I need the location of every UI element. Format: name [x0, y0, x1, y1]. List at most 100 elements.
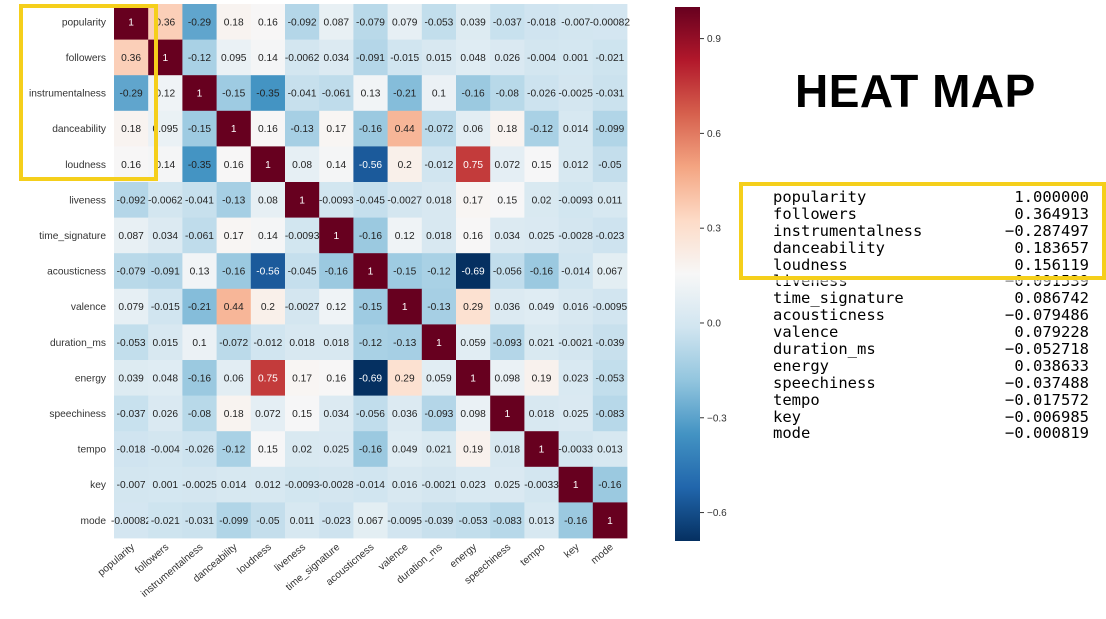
heatmap-cell	[250, 146, 286, 183]
cell-value-label: 0.36	[121, 53, 141, 64]
heatmap-cell	[148, 288, 183, 325]
partial-occlusion-strip	[773, 277, 1093, 283]
heatmap-cell	[182, 39, 217, 76]
cell-value-label: 0.023	[460, 480, 486, 491]
cell-value-label: -0.0028	[319, 480, 354, 491]
heatmap-cell	[592, 288, 628, 325]
heatmap-cell	[148, 466, 183, 503]
cell-value-label: -0.29	[188, 17, 212, 28]
heatmap-cell	[216, 502, 252, 539]
cell-value-label: 0.072	[495, 160, 521, 171]
cell-value-label: -0.099	[595, 124, 624, 135]
heatmap-chart: 1 0.36 -0.29 0.18 0.16 -0.092 0.087 -0.079 0.079…	[29, 4, 727, 600]
row-label: speechiness	[49, 409, 106, 420]
heatmap-cell	[114, 360, 149, 396]
cell-value-label: -0.091	[151, 267, 180, 278]
cell-value-label: 0.15	[292, 409, 312, 420]
cell-value-label: -0.014	[561, 267, 590, 278]
cell-value-label: 0.067	[597, 267, 623, 278]
heatmap-cell	[216, 217, 252, 254]
heatmap-cell	[421, 431, 457, 468]
corr-value: −0.017572	[1005, 390, 1089, 409]
cell-value-label: -0.0093	[319, 195, 354, 206]
heatmap-cell	[592, 4, 628, 40]
heatmap-cell	[148, 110, 183, 147]
cell-value-label: -0.0062	[148, 195, 183, 206]
heatmap-cell	[524, 253, 559, 290]
cell-value-label: -0.13	[290, 124, 314, 135]
column-label: tempo	[519, 542, 548, 569]
row-label: duration_ms	[50, 338, 106, 349]
heatmap-cell	[250, 324, 286, 361]
heatmap-cell	[592, 182, 628, 218]
cell-value-label: 0.16	[258, 17, 278, 28]
heatmap-cell	[182, 146, 217, 183]
heatmap-cell	[216, 253, 252, 290]
heatmap-cell	[353, 288, 388, 325]
cell-value-label: 0.08	[258, 195, 278, 206]
heatmap-cell	[558, 466, 594, 503]
heatmap-cell	[592, 395, 628, 432]
heatmap-cell	[353, 466, 388, 503]
heatmap-cell	[456, 110, 491, 147]
heatmap-cell	[285, 502, 320, 539]
cell-value-label: -0.29	[119, 89, 143, 100]
cell-value-label: 1	[573, 480, 579, 491]
cell-value-label: -0.0033	[524, 480, 559, 491]
heatmap-cell	[592, 253, 628, 290]
cell-value-label: -0.12	[359, 338, 383, 349]
heatmap-cell	[216, 110, 252, 147]
heatmap-cell	[524, 288, 559, 325]
cell-value-label: 0.025	[529, 231, 555, 242]
row-label: time_signature	[39, 231, 106, 242]
corr-name: speechiness	[773, 373, 876, 392]
heatmap-cell	[490, 75, 525, 112]
heatmap-cell	[421, 395, 457, 432]
heatmap-cell	[285, 431, 320, 468]
heatmap-cell	[490, 395, 525, 432]
row-label: energy	[75, 373, 107, 384]
cell-value-label: 0.036	[392, 409, 418, 420]
cell-value-label: -0.16	[222, 267, 246, 278]
heatmap-cell	[387, 75, 423, 112]
cell-value-label: 0.18	[224, 17, 244, 28]
cell-value-label: -0.21	[393, 89, 417, 100]
cell-value-label: -0.015	[390, 53, 419, 64]
cell-value-label: 0.014	[563, 124, 589, 135]
cell-value-label: 0.048	[153, 373, 179, 384]
cell-value-label: 0.023	[563, 373, 589, 384]
heatmap-cell	[421, 39, 457, 76]
heatmap-cell	[285, 39, 320, 76]
heatmap-cell	[114, 4, 149, 40]
heatmap-cell	[558, 182, 594, 218]
cell-value-label: 0.14	[155, 160, 175, 171]
cell-value-label: -0.0021	[558, 338, 593, 349]
heatmap-cell	[421, 182, 457, 218]
heatmap-cell	[592, 39, 628, 76]
heatmap-cell	[250, 466, 286, 503]
corr-name: valence	[773, 323, 839, 342]
cell-value-label: -0.0093	[285, 480, 320, 491]
cell-value-label: -0.16	[188, 373, 212, 384]
cell-value-label: 0.015	[426, 53, 452, 64]
cell-value-label: -0.16	[564, 516, 588, 527]
heatmap-cell	[387, 431, 423, 468]
cell-value-label: 1	[128, 17, 134, 28]
corr-value: 0.038633	[1014, 356, 1089, 375]
heatmap-cell	[114, 288, 149, 325]
cell-value-label: -0.05	[256, 516, 280, 527]
cell-value-label: 0.098	[495, 373, 521, 384]
colorbar-tick-label: −0.3	[707, 413, 727, 424]
heatmap-cell	[216, 39, 252, 76]
cell-value-label: -0.012	[424, 160, 453, 171]
heatmap-cell	[490, 146, 525, 183]
corr-row: followers 0.364913	[773, 205, 1093, 223]
cell-value-label: -0.0095	[593, 302, 628, 313]
heatmap-cell	[250, 39, 286, 76]
heatmap-cell	[182, 253, 217, 290]
cell-value-label: -0.023	[322, 516, 351, 527]
cell-value-label: 0.16	[121, 160, 141, 171]
corr-row: energy 0.038633	[773, 358, 1093, 375]
heatmap-cell	[285, 182, 320, 218]
heatmap-cell	[456, 75, 491, 112]
